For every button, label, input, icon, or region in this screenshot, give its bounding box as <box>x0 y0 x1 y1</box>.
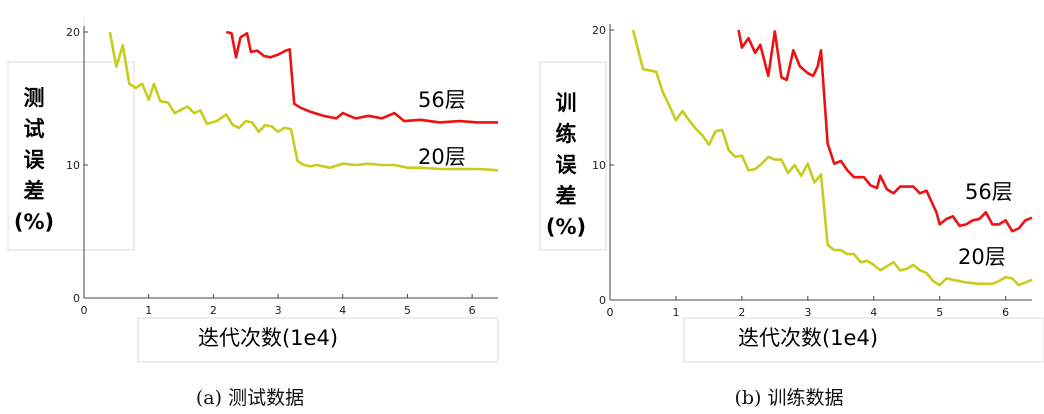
x-axis-label: 迭代次数(1e4) <box>738 326 878 350</box>
x-tick-label: 6 <box>469 304 476 317</box>
series-lines <box>108 30 499 172</box>
x-tick-label: 0 <box>607 306 614 319</box>
y-tick-label: 20 <box>592 24 606 37</box>
series-line-1 <box>631 29 1033 287</box>
x-tick-label: 2 <box>738 306 745 319</box>
x-tick-label: 0 <box>81 304 88 317</box>
ylabel-box <box>539 61 607 251</box>
chart-train-error: 0 1 2 3 4 5 6 0 10 20 56层 20层 训练误差 (%) 迭代次数(1e4) (b… <box>539 24 1044 409</box>
y-axis-label-part: 误 <box>24 148 46 172</box>
series-label: 20层 <box>958 245 1006 269</box>
ylabel-box <box>7 61 135 251</box>
x-tick-label: 3 <box>275 304 282 317</box>
xlabel-box <box>137 317 499 363</box>
y-axis-label-part: 练 <box>556 122 577 146</box>
caption: (b) 训练数据 <box>734 387 843 409</box>
series-labels: 56层 20层 <box>958 180 1013 269</box>
axes: 0 1 2 3 4 5 6 0 10 20 <box>592 24 1032 319</box>
y-tick-label: 10 <box>592 159 606 172</box>
x-tick-label: 6 <box>1002 306 1009 319</box>
chart-test-error: 0 1 2 3 4 5 6 0 10 20 56层 20层 测试误差 (%) 迭代次数(1e4) (a… <box>7 16 499 409</box>
y-axis-label-part: 差 <box>24 179 45 203</box>
x-tick-label: 4 <box>870 306 877 319</box>
x-tick-label: 1 <box>672 306 679 319</box>
series-line-1 <box>108 31 499 172</box>
series-line-0 <box>737 29 1033 233</box>
y-axis-label-part: 差 <box>556 184 577 208</box>
y-axis-label-part: 测 <box>24 86 45 110</box>
x-tick-label: 5 <box>404 304 411 317</box>
series-label: 56层 <box>418 88 466 112</box>
x-tick-label: 1 <box>145 304 152 317</box>
series-lines <box>631 29 1033 287</box>
y-tick-label: 0 <box>73 292 80 305</box>
x-axis-label: 迭代次数(1e4) <box>198 326 338 350</box>
y-axis-label-part: 训 <box>556 91 577 115</box>
series-line-0 <box>225 30 498 124</box>
y-axis-label: 测试误差 (%) <box>14 86 54 234</box>
x-tick-label: 4 <box>339 304 346 317</box>
y-tick-label: 0 <box>599 294 606 307</box>
xlabel-box <box>683 317 1044 363</box>
y-axis-label-part: 试 <box>24 117 45 141</box>
y-axis-label-part: 误 <box>556 153 578 177</box>
y-axis-label-part: (%) <box>14 210 54 234</box>
caption: (a) 测试数据 <box>196 387 304 409</box>
x-tick-label: 3 <box>804 306 811 319</box>
y-axis-label: 训练误差 (%) <box>546 91 586 239</box>
x-tick-label: 5 <box>936 306 943 319</box>
series-labels: 56层 20层 <box>418 88 466 169</box>
y-axis-label-part: (%) <box>546 215 586 239</box>
x-tick-label: 2 <box>210 304 217 317</box>
y-tick-label: 10 <box>66 159 80 172</box>
series-label: 56层 <box>965 180 1013 204</box>
axes: 0 1 2 3 4 5 6 0 10 20 <box>66 26 498 317</box>
series-label: 20层 <box>418 145 466 169</box>
y-tick-label: 20 <box>66 26 80 39</box>
